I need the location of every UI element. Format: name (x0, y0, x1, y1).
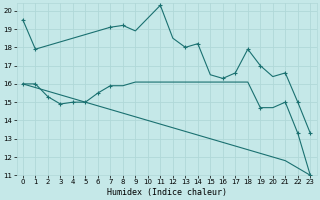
X-axis label: Humidex (Indice chaleur): Humidex (Indice chaleur) (107, 188, 227, 197)
